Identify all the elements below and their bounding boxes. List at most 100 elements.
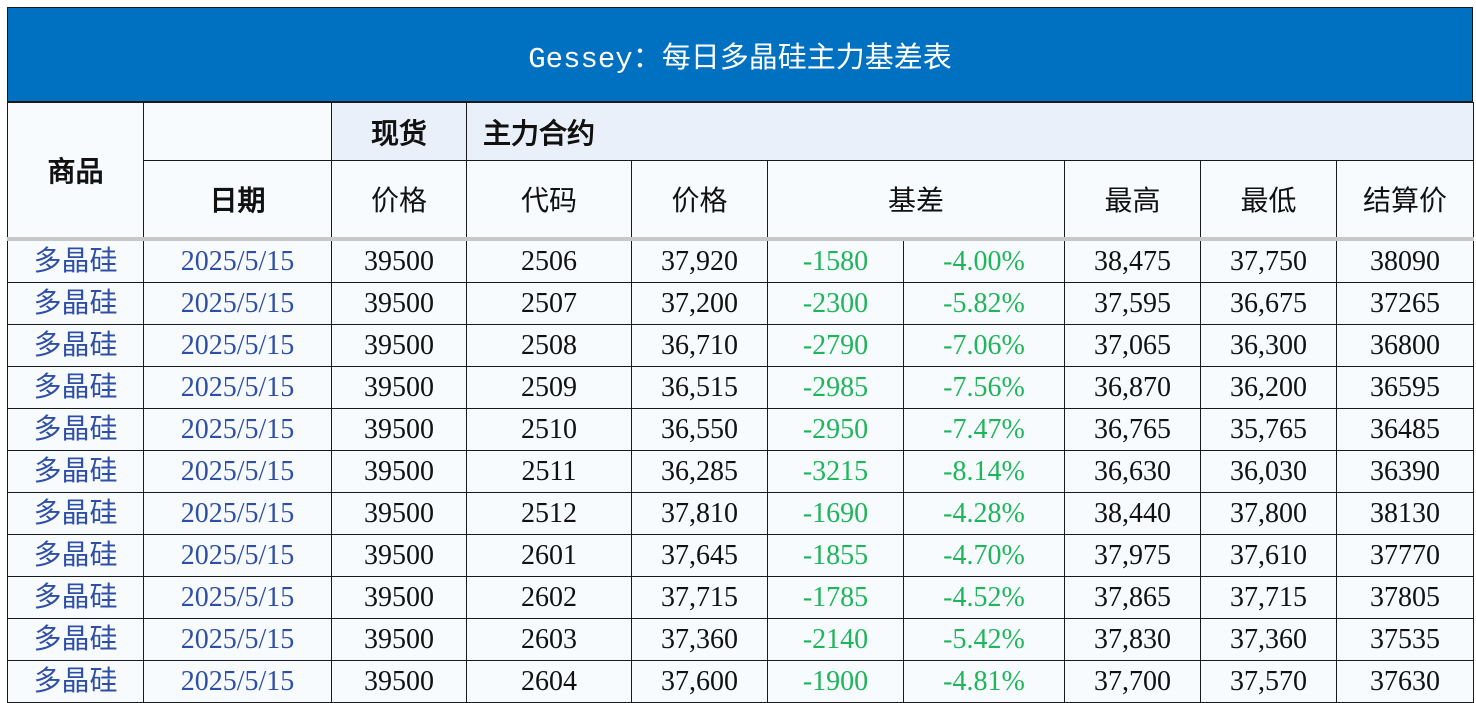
cell-high: 37,595 [1064,282,1201,325]
cell-spot: 39500 [331,534,467,577]
cell-settle: 37630 [1335,660,1475,703]
cell-code: 2511 [466,450,632,493]
cell-basis: -1855 [767,534,904,577]
cell-low: 37,570 [1200,660,1337,703]
cell-low: 37,715 [1200,576,1337,619]
header-spot: 现货 [331,102,467,161]
table-row: 多晶硅 2025/5/15 39500 2507 37,200 -2300 -5.82% 37… [7,282,1475,325]
cell-date: 2025/5/15 [143,238,332,283]
cell-high: 37,865 [1064,576,1201,619]
cell-commodity: 多晶硅 [7,576,144,619]
cell-price: 37,645 [631,534,768,577]
cell-basis: -2140 [767,618,904,661]
cell-spot: 39500 [331,324,467,367]
table-row: 多晶硅 2025/5/15 39500 2512 37,810 -1690 -4.28% 38… [7,492,1475,535]
cell-low: 37,800 [1200,492,1337,535]
cell-low: 37,610 [1200,534,1337,577]
cell-commodity: 多晶硅 [7,238,144,283]
header-spot-price: 价格 [331,160,467,241]
table-row: 多晶硅 2025/5/15 39500 2508 36,710 -2790 -7.06% 37… [7,324,1475,367]
cell-spot: 39500 [331,450,467,493]
cell-commodity: 多晶硅 [7,450,144,493]
cell-basis: -2790 [767,324,904,367]
cell-settle: 38090 [1335,238,1475,283]
cell-code: 2510 [466,408,632,451]
cell-settle: 37535 [1335,618,1475,661]
table-row: 多晶硅 2025/5/15 39500 2604 37,600 -1900 -4.81% 37… [7,660,1475,703]
cell-code: 2509 [466,366,632,409]
cell-code: 2603 [466,618,632,661]
cell-basis-pct: -8.14% [903,450,1065,493]
header-basis: 基差 [767,160,1065,241]
cell-basis-pct: -4.00% [903,238,1065,283]
header-main-contract: 主力合约 [465,102,1475,161]
cell-price: 36,710 [631,324,768,367]
cell-high: 36,630 [1064,450,1201,493]
cell-date: 2025/5/15 [143,366,332,409]
cell-commodity: 多晶硅 [7,324,144,367]
cell-basis: -1580 [767,238,904,283]
cell-spot: 39500 [331,238,467,283]
cell-code: 2604 [466,660,632,703]
cell-low: 36,030 [1200,450,1337,493]
cell-settle: 37805 [1335,576,1475,619]
cell-price: 37,600 [631,660,768,703]
cell-basis: -2950 [767,408,904,451]
cell-low: 36,300 [1200,324,1337,367]
cell-basis-pct: -4.81% [903,660,1065,703]
cell-basis: -1900 [767,660,904,703]
cell-date: 2025/5/15 [143,660,332,703]
table-row: 多晶硅 2025/5/15 39500 2603 37,360 -2140 -5.42% 37… [7,618,1475,661]
cell-high: 37,065 [1064,324,1201,367]
cell-date: 2025/5/15 [143,450,332,493]
cell-high: 36,870 [1064,366,1201,409]
cell-commodity: 多晶硅 [7,660,144,703]
cell-basis-pct: -7.06% [903,324,1065,367]
cell-code: 2508 [466,324,632,367]
cell-commodity: 多晶硅 [7,366,144,409]
cell-date: 2025/5/15 [143,492,332,535]
cell-settle: 36485 [1335,408,1475,451]
cell-low: 37,360 [1200,618,1337,661]
cell-code: 2507 [466,282,632,325]
table-row: 多晶硅 2025/5/15 39500 2511 36,285 -3215 -8.14% 36… [7,450,1475,493]
cell-basis-pct: -4.28% [903,492,1065,535]
cell-price: 37,200 [631,282,768,325]
cell-commodity: 多晶硅 [7,492,144,535]
header-low: 最低 [1200,160,1337,241]
cell-price: 36,285 [631,450,768,493]
cell-high: 36,765 [1064,408,1201,451]
cell-commodity: 多晶硅 [7,282,144,325]
cell-price: 36,550 [631,408,768,451]
cell-price: 37,810 [631,492,768,535]
cell-basis: -3215 [767,450,904,493]
cell-basis: -2985 [767,366,904,409]
header-code: 代码 [466,160,632,241]
cell-date: 2025/5/15 [143,282,332,325]
cell-price: 37,360 [631,618,768,661]
basis-table: 商品 现货 主力合约 日期 价格 代码 价格 基差 最高 最低 结算价 多晶硅 2… [7,102,1475,703]
cell-date: 2025/5/15 [143,534,332,577]
cell-code: 2506 [466,238,632,283]
cell-date: 2025/5/15 [143,324,332,367]
cell-spot: 39500 [331,366,467,409]
cell-low: 36,675 [1200,282,1337,325]
cell-high: 37,830 [1064,618,1201,661]
cell-basis-pct: -7.56% [903,366,1065,409]
cell-spot: 39500 [331,282,467,325]
cell-low: 36,200 [1200,366,1337,409]
cell-basis-pct: -5.82% [903,282,1065,325]
cell-spot: 39500 [331,618,467,661]
cell-code: 2602 [466,576,632,619]
cell-spot: 39500 [331,492,467,535]
cell-commodity: 多晶硅 [7,534,144,577]
cell-price: 37,715 [631,576,768,619]
table-row: 多晶硅 2025/5/15 39500 2601 37,645 -1855 -4.70% 37… [7,534,1475,577]
cell-settle: 36390 [1335,450,1475,493]
cell-price: 36,515 [631,366,768,409]
cell-date: 2025/5/15 [143,408,332,451]
header-date-blank [143,102,332,161]
cell-date: 2025/5/15 [143,618,332,661]
cell-settle: 36800 [1335,324,1475,367]
cell-price: 37,920 [631,238,768,283]
